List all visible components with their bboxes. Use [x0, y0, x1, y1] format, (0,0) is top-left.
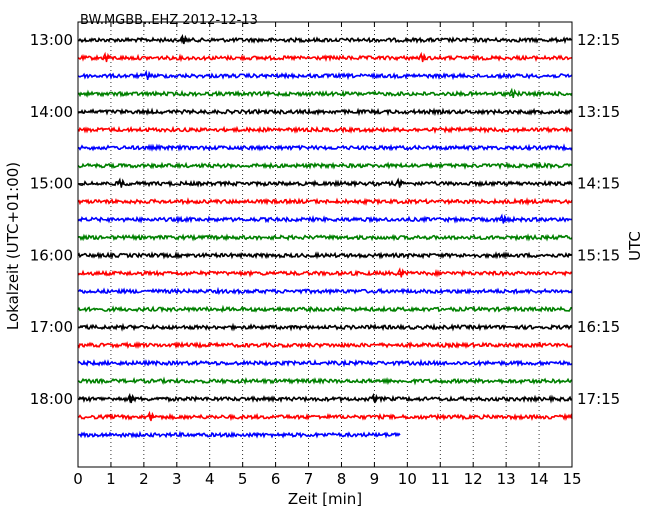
x-tick-label: 12: [464, 470, 483, 488]
y-tick-label-left: 15:00: [30, 175, 73, 193]
seismic-trace: [77, 322, 573, 332]
seismic-trace: [77, 197, 573, 207]
seismic-trace: [77, 286, 573, 296]
plot-frame: [77, 21, 573, 468]
y-tick-label-left: 16:00: [30, 246, 73, 264]
x-tick-label: 8: [337, 470, 347, 488]
seismic-trace: [77, 304, 573, 314]
seismic-trace: [77, 107, 573, 117]
y-tick-label-right: 15:15: [577, 246, 620, 264]
seismic-event: [117, 177, 125, 188]
seismic-trace: [77, 358, 573, 368]
seismic-event: [499, 213, 507, 224]
seismic-trace: [77, 268, 573, 278]
seismic-event: [370, 392, 379, 404]
y-tick-label-right: 14:15: [577, 175, 620, 193]
seismic-trace: [77, 394, 573, 404]
seismic-trace: [77, 125, 573, 135]
seismic-event: [143, 69, 152, 81]
x-tick-label: 11: [431, 470, 450, 488]
seismic-trace: [77, 53, 573, 63]
y-tick-label-right: 17:15: [577, 390, 620, 408]
seismic-event: [397, 267, 405, 278]
x-axis-label: Zeit [min]: [288, 490, 362, 508]
x-tick-label: 5: [238, 470, 248, 488]
seismic-event: [127, 392, 135, 404]
y-axis-label-left: Lokalzeit (UTC+01:00): [4, 162, 22, 330]
seismic-trace: [77, 214, 573, 225]
seismic-trace: [77, 250, 573, 260]
x-tick-label: 0: [73, 470, 83, 488]
x-tick-label: 3: [172, 470, 182, 488]
seismic-event: [509, 87, 517, 98]
y-tick-label-left: 18:00: [30, 390, 73, 408]
x-tick-label: 15: [562, 470, 581, 488]
seismic-trace: [77, 71, 573, 81]
seismic-trace: [77, 412, 573, 422]
y-tick-label-left: 14:00: [30, 103, 73, 121]
x-tick-label: 6: [271, 470, 281, 488]
seismic-event: [418, 51, 427, 63]
seismic-trace: [77, 161, 573, 170]
y-axis-label-right: UTC: [626, 231, 644, 261]
seismic-event: [102, 51, 111, 63]
seismic-trace: [77, 233, 573, 242]
x-tick-label: 1: [106, 470, 116, 488]
y-tick-label-left: 13:00: [30, 31, 73, 49]
seismic-event: [179, 33, 188, 45]
y-tick-label-right: 13:15: [577, 103, 620, 121]
seismic-trace: [77, 179, 573, 188]
seismic-event: [146, 410, 155, 422]
x-tick-label: 13: [497, 470, 516, 488]
seismic-trace: [77, 376, 573, 386]
seismic-event: [395, 177, 404, 188]
chart-title: BW.MGBB..EHZ 2012-12-13: [80, 13, 258, 28]
x-tick-label: 10: [398, 470, 417, 488]
y-tick-label-right: 12:15: [577, 31, 620, 49]
seismic-trace: [77, 89, 573, 98]
x-tick-label: 14: [530, 470, 549, 488]
seismic-trace: [77, 143, 573, 152]
y-tick-label-right: 16:15: [577, 318, 620, 336]
seismic-trace: [77, 340, 573, 350]
x-tick-label: 9: [370, 470, 380, 488]
seismic-trace: [77, 430, 401, 439]
x-tick-label: 7: [304, 470, 314, 488]
y-tick-label-left: 17:00: [30, 318, 73, 336]
seismic-trace: [77, 36, 573, 45]
x-tick-label: 2: [139, 470, 149, 488]
x-tick-label: 4: [205, 470, 215, 488]
